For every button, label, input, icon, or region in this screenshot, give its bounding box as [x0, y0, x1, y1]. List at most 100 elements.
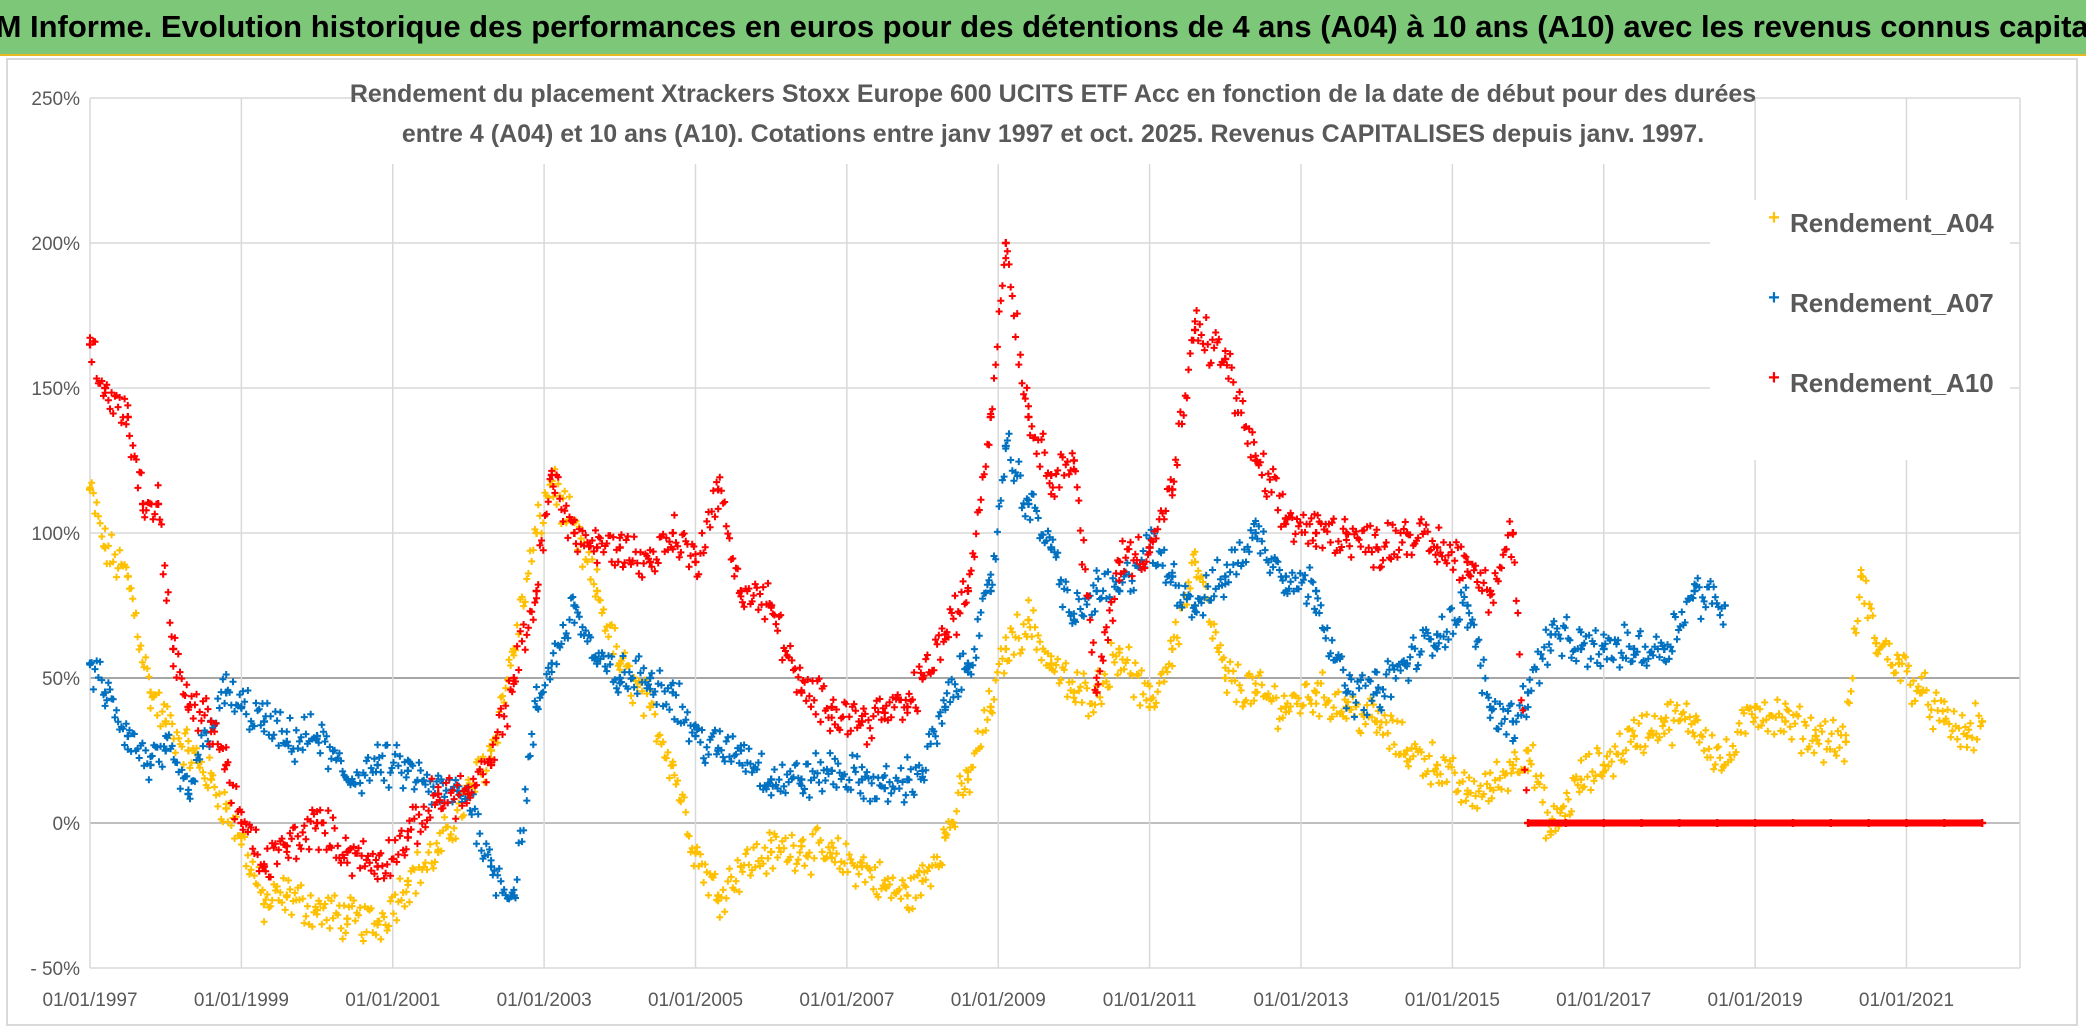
- data-point: [1024, 413, 1033, 421]
- data-point: [1069, 456, 1078, 465]
- data-point: [570, 529, 579, 537]
- data-point: [138, 500, 147, 508]
- data-point: [646, 674, 655, 682]
- data-point: [1342, 688, 1351, 697]
- data-point: [1577, 775, 1586, 784]
- data-point: [767, 848, 776, 856]
- chart-title-line-2: entre 4 (A04) et 10 ans (A10). Cotations…: [402, 120, 1704, 148]
- data-point: [1690, 587, 1699, 595]
- data-point: [1433, 761, 1442, 769]
- y-tick-label: 50%: [42, 669, 80, 690]
- data-point: [827, 703, 836, 711]
- data-point: [373, 761, 382, 769]
- series-cloud-Rendement_A10: [86, 247, 1985, 883]
- banner-title: ADAM Informe. Evolution historique des p…: [0, 9, 2086, 44]
- legend-background: [1710, 200, 2010, 460]
- x-tick-label: 01/01/2001: [345, 990, 440, 1011]
- data-point: [963, 775, 972, 784]
- x-tick-label: 01/01/2009: [951, 990, 1046, 1011]
- x-tick-label: 01/01/2015: [1405, 990, 1500, 1011]
- data-point: [1024, 616, 1033, 624]
- chart-legend: + Rendement_A04 + Rendement_A07 + Rendem…: [1710, 200, 2010, 460]
- x-tick-label: 01/01/2003: [497, 990, 592, 1011]
- legend-entry-a07: + Rendement_A07: [1768, 287, 1994, 318]
- legend-label-a10: Rendement_A10: [1790, 368, 1994, 398]
- x-tick-label: 01/01/2019: [1708, 990, 1803, 1011]
- legend-entry-a04: + Rendement_A04: [1768, 207, 1994, 238]
- data-point: [1342, 529, 1351, 537]
- x-tick-label: 01/01/2017: [1556, 990, 1651, 1011]
- y-tick-label: 0%: [53, 814, 81, 835]
- data-point: [986, 587, 995, 595]
- legend-marker-a10: +: [1768, 367, 1780, 389]
- data-point: [1630, 732, 1638, 740]
- x-tick-label: 01/01/2007: [799, 990, 894, 1011]
- legend-label-a04: Rendement_A04: [1790, 208, 1994, 238]
- data-point: [1402, 746, 1411, 755]
- y-axis-ticks: - 50% 0% 50% 100% 150% 200% 250%: [30, 89, 80, 980]
- chart-title-line-1: Rendement du placement Xtrackers Stoxx E…: [350, 80, 1756, 108]
- y-tick-label: 200%: [31, 234, 80, 255]
- performance-scatter-chart: - 50% 0% 50% 100% 150% 200% 250% 01/01/1997 01/…: [30, 60, 2021, 1011]
- data-point: [1599, 761, 1608, 769]
- data-point: [593, 587, 602, 595]
- data-point: [1841, 737, 1850, 746]
- legend-marker-a07: +: [1768, 287, 1780, 309]
- x-tick-label: 01/01/2013: [1253, 990, 1348, 1011]
- y-tick-label: 100%: [31, 524, 80, 545]
- data-point: [434, 790, 443, 798]
- y-tick-label: 250%: [31, 89, 80, 110]
- data-point: [1191, 326, 1200, 334]
- data-point: [1781, 717, 1790, 726]
- data-point: [207, 717, 216, 726]
- data-point: [570, 601, 579, 610]
- legend-label-a07: Rendement_A07: [1790, 288, 1994, 318]
- chart-title: Rendement du placement Xtrackers Stoxx E…: [350, 60, 1756, 164]
- data-point: [1312, 529, 1321, 537]
- data-point: [532, 587, 541, 595]
- data-point: [1221, 572, 1230, 581]
- data-point: [1001, 239, 1010, 247]
- chart-frame: - 50% 0% 50% 100% 150% 200% 250% 01/01/1997 01/…: [6, 58, 2078, 1026]
- y-tick-label: - 50%: [30, 959, 80, 980]
- data-point: [184, 746, 193, 755]
- data-point: [1463, 558, 1472, 566]
- data-point: [1978, 717, 1987, 726]
- data-point: [1463, 601, 1472, 610]
- data-point: [169, 645, 178, 653]
- data-point: [593, 543, 602, 552]
- data-point-cloud: [86, 430, 1727, 903]
- data-point: [146, 688, 155, 697]
- x-tick-label: 01/01/2005: [648, 990, 743, 1011]
- x-tick-label: 01/01/2011: [1103, 990, 1197, 1011]
- data-point: [1221, 674, 1230, 682]
- data-point: [1872, 639, 1881, 648]
- data-point: [403, 833, 412, 842]
- data-point: [123, 732, 132, 740]
- data-point: [1047, 659, 1056, 668]
- data-point-cloud: [86, 247, 1985, 883]
- data-points-layer: [86, 239, 1987, 945]
- data-point: [260, 717, 269, 726]
- x-tick-label: 01/01/2021: [1859, 990, 1954, 1011]
- x-axis-ticks: 01/01/1997 01/01/1999 01/01/2001 01/01/2003…: [42, 990, 1954, 1011]
- data-point: [903, 891, 912, 900]
- data-point: [207, 775, 216, 784]
- series-cloud-Rendement_A07: [86, 430, 1727, 903]
- legend-entry-a10: + Rendement_A10: [1768, 367, 1994, 398]
- data-point: [1092, 587, 1101, 595]
- data-point: [487, 746, 496, 755]
- series-Rendement_A10: [86, 239, 1987, 883]
- y-tick-label: 150%: [31, 379, 80, 400]
- data-point: [1251, 529, 1260, 537]
- data-point: [260, 900, 269, 909]
- grid-layer: [89, 97, 2021, 969]
- data-point: [161, 746, 170, 755]
- data-point: [1115, 558, 1124, 566]
- data-point: [1312, 587, 1321, 595]
- report-banner: ADAM Informe. Evolution historique des p…: [0, 0, 2086, 56]
- data-point: [403, 766, 412, 775]
- chart-title-background: [388, 60, 1718, 164]
- data-point: [691, 558, 700, 566]
- x-tick-label: 01/01/1997: [42, 990, 137, 1011]
